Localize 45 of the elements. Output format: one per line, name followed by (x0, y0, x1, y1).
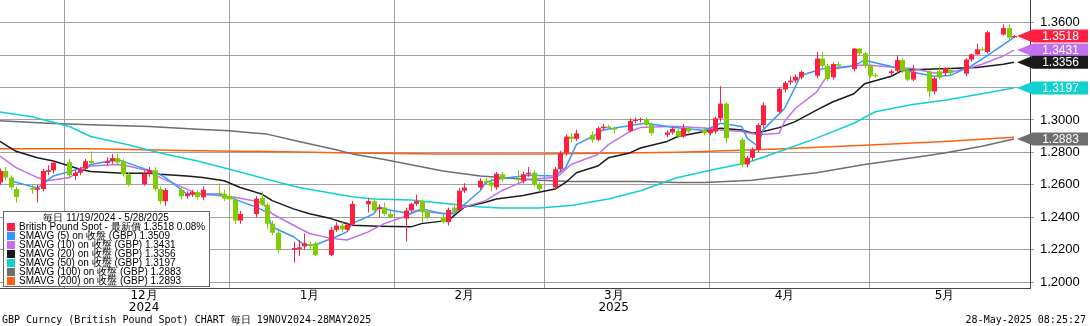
candlestick (852, 47, 857, 72)
candlestick (404, 207, 409, 243)
candlestick (815, 51, 820, 79)
annotation: 1.3356 (1042, 55, 1080, 70)
x-tick-label: 1月 (299, 288, 320, 303)
y-tick-label: 1.2400 (1040, 208, 1080, 224)
legend-label: SMAVG (5) on 收盤 (GBP) 1.3509 (19, 230, 170, 241)
x-tick-label: 5月 (934, 288, 955, 303)
candlestick (153, 166, 158, 192)
candlestick (350, 200, 355, 227)
candlestick (265, 202, 270, 230)
x-tick-label: 2月 (454, 288, 475, 303)
x-tick-label: 4月 (774, 288, 795, 303)
candlestick (553, 166, 558, 191)
legend-label: SMAVG (200) on 收盤 (GBP) 1.2893 (19, 275, 182, 286)
annotation: 1.2883 (1042, 131, 1080, 146)
candlestick (217, 182, 222, 197)
legend-label: SMAVG (20) on 收盤 (GBP) 1.3356 (19, 248, 176, 259)
legend-label: SMAVG (50) on 收盤 (GBP) 1.3197 (19, 257, 176, 268)
candlestick (558, 150, 563, 173)
y-tick-label: 1.3000 (1040, 111, 1080, 127)
y-tick-label: 1.3600 (1040, 14, 1080, 30)
x-tick-label: 12月 2024 (128, 288, 160, 315)
candlestick (67, 158, 72, 179)
candlestick (457, 187, 462, 212)
candlestick (718, 85, 723, 123)
candlestick (516, 169, 521, 184)
candlestick (761, 101, 766, 129)
candlestick (927, 69, 932, 98)
candlestick (276, 229, 281, 254)
y-tick-label: 1.2600 (1040, 176, 1080, 192)
annotation: 1.3197 (1042, 80, 1080, 95)
y-tick-label: 1.2200 (1040, 241, 1080, 257)
text: GBP Curncy (British Pound Spot) CHART 毎日 19NOV2024-28MAY2025 (2, 314, 372, 325)
candlestick (420, 198, 425, 224)
annotation: 1.3431 (1042, 42, 1080, 57)
candlestick (233, 195, 238, 225)
x-tick-label: 3月 2025 (598, 288, 629, 315)
text: 28-May-2025 08:25:27 (965, 314, 1086, 325)
candlestick (985, 30, 990, 55)
y-tick-label: 1.2800 (1040, 144, 1080, 160)
candlestick (254, 195, 259, 218)
y-tick-label: 1.2000 (1040, 273, 1080, 289)
annotation: 1.3518 (1042, 28, 1080, 43)
candlestick (564, 134, 569, 157)
